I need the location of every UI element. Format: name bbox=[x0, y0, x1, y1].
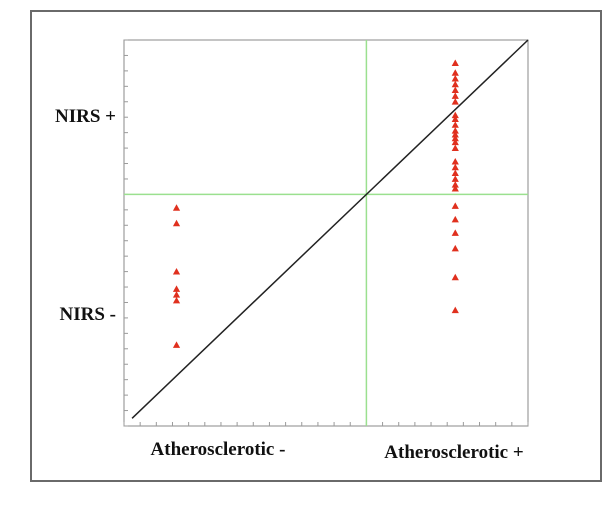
data-point-triangle bbox=[451, 98, 459, 105]
x-tick-label-atherosclerotic-plus: Atherosclerotic + bbox=[384, 442, 523, 463]
data-point-triangle bbox=[172, 219, 181, 227]
data-point-triangle bbox=[451, 229, 459, 236]
data-point-triangle bbox=[451, 115, 459, 123]
data-point-triangle bbox=[172, 204, 181, 211]
data-point-triangle bbox=[451, 306, 459, 314]
plot-area-border bbox=[123, 39, 529, 427]
data-point-triangle bbox=[451, 185, 459, 192]
data-point-triangle bbox=[451, 80, 459, 88]
y-tick-label-nirs-minus: NIRS - bbox=[60, 304, 116, 325]
data-point-triangle bbox=[451, 121, 459, 128]
data-point-triangle bbox=[451, 163, 459, 171]
data-point-triangle bbox=[172, 296, 181, 304]
data-point-triangle bbox=[451, 138, 459, 146]
data-point-triangle bbox=[451, 86, 459, 94]
data-point-triangle bbox=[451, 75, 459, 82]
data-point-triangle bbox=[451, 244, 459, 252]
data-point-triangle bbox=[451, 144, 459, 151]
data-point-triangle bbox=[451, 127, 459, 134]
data-point-triangle bbox=[451, 215, 459, 223]
diagonal-line bbox=[131, 39, 529, 419]
data-point-triangle bbox=[172, 291, 181, 298]
data-point-triangle bbox=[451, 130, 459, 138]
data-point-triangle bbox=[451, 273, 459, 281]
data-point-triangle bbox=[451, 202, 459, 209]
data-point-triangle bbox=[451, 69, 459, 76]
data-point-triangle bbox=[451, 134, 459, 142]
data-point-triangle bbox=[172, 341, 181, 348]
x-tick-label-atherosclerotic-minus: Atherosclerotic - bbox=[151, 439, 286, 460]
data-point-triangle bbox=[451, 169, 459, 177]
data-point-triangle bbox=[451, 181, 459, 188]
figure-frame: NIRS + NIRS - Atherosclerotic - Atherosc… bbox=[30, 10, 602, 482]
data-point-triangle bbox=[451, 175, 459, 182]
data-point-triangle bbox=[451, 157, 459, 165]
data-point-triangle bbox=[451, 111, 459, 119]
scatter-chart: NIRS + NIRS - Atherosclerotic - Atherosc… bbox=[55, 39, 529, 463]
data-point-triangle bbox=[451, 59, 459, 67]
y-tick-label-nirs-plus: NIRS + bbox=[55, 106, 116, 127]
data-point-triangle bbox=[172, 285, 181, 292]
data-point-triangle bbox=[451, 92, 459, 99]
data-point-triangle bbox=[172, 268, 181, 275]
